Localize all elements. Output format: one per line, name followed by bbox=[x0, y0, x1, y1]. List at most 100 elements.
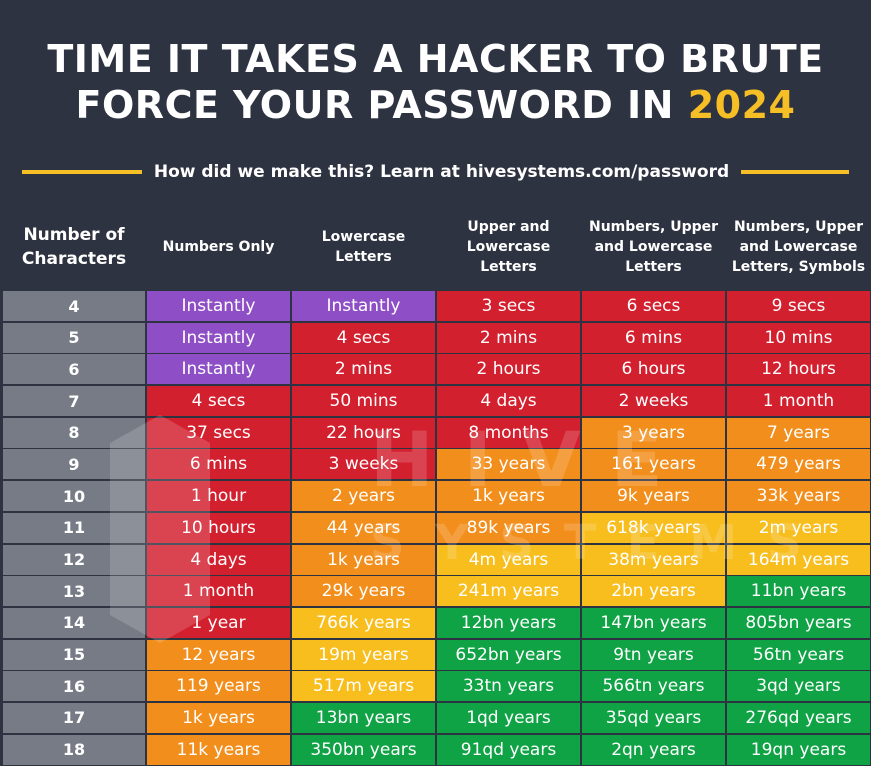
crack-time-cell: 3 years bbox=[582, 417, 725, 448]
character-count-cell: 5 bbox=[3, 322, 145, 353]
crack-time-cell: 1 hour bbox=[147, 481, 290, 512]
crack-time-cell: 9 secs bbox=[727, 291, 870, 321]
crack-time-cell: 1k years bbox=[292, 544, 435, 575]
subtitle-row: How did we make this? Learn at hivesyste… bbox=[0, 158, 871, 186]
character-count-cell: 8 bbox=[3, 417, 145, 448]
subtitle-link-text: How did we make this? Learn at hivesyste… bbox=[153, 162, 730, 182]
crack-time-cell: 33k years bbox=[727, 481, 870, 512]
header-numbers-upper-lower-symbols: Numbers, Upper and Lowercase Letters, Sy… bbox=[726, 205, 871, 289]
crack-time-cell: 10 hours bbox=[147, 512, 290, 543]
crack-time-cell: 2m years bbox=[727, 512, 870, 543]
crack-time-cell: 50 mins bbox=[292, 386, 435, 417]
crack-time-cell: 13bn years bbox=[292, 702, 435, 733]
character-count-cell: 13 bbox=[3, 576, 145, 607]
crack-time-cell: 12 years bbox=[147, 639, 290, 670]
crack-time-cell: 29k years bbox=[292, 576, 435, 607]
character-count-cell: 18 bbox=[3, 734, 145, 765]
crack-time-cell: 1k years bbox=[437, 481, 580, 512]
header-col5-line-1: Numbers, Upper bbox=[733, 219, 863, 235]
subtitle-rule-right bbox=[741, 170, 850, 174]
crack-time-cell: Instantly bbox=[147, 322, 290, 353]
character-count-cell: 6 bbox=[3, 354, 145, 385]
crack-time-cell: 618k years bbox=[582, 512, 725, 543]
crack-time-cell: 9tn years bbox=[582, 639, 725, 670]
table-row: 16 119 years 517m years 33tn years 566tn yea… bbox=[2, 671, 871, 703]
crack-time-cell: 6 mins bbox=[582, 322, 725, 353]
crack-time-cell: 56tn years bbox=[727, 639, 870, 670]
crack-time-cell: 4 secs bbox=[147, 386, 290, 417]
title-year: 2024 bbox=[687, 83, 796, 127]
crack-time-cell: Instantly bbox=[147, 354, 290, 385]
header-col3-line-2: Lowercase bbox=[466, 239, 551, 255]
crack-time-cell: 350bn years bbox=[292, 734, 435, 765]
crack-time-cell: 2 years bbox=[292, 481, 435, 512]
crack-time-cell: 6 hours bbox=[582, 354, 725, 385]
character-count-cell: 12 bbox=[3, 544, 145, 575]
crack-time-cell: 241m years bbox=[437, 576, 580, 607]
table-row: 17 1k years 13bn years 1qd years 35qd years 2… bbox=[2, 702, 871, 735]
table-header-row: Number of Characters Numbers Only Lowerc… bbox=[2, 205, 871, 289]
crack-time-cell: 566tn years bbox=[582, 671, 725, 702]
crack-time-cell: 10 mins bbox=[727, 322, 870, 353]
character-count-cell: 11 bbox=[3, 512, 145, 543]
table-row: 18 11k years 350bn years 91qd years 2qn year… bbox=[2, 734, 871, 766]
crack-time-cell: 11bn years bbox=[727, 576, 870, 607]
crack-time-cell: 652bn years bbox=[437, 639, 580, 670]
crack-time-cell: 161 years bbox=[582, 449, 725, 480]
crack-time-cell: 9k years bbox=[582, 481, 725, 512]
crack-time-cell: 1qd years bbox=[437, 702, 580, 733]
crack-time-cell: 35qd years bbox=[582, 702, 725, 733]
crack-time-cell: 7 years bbox=[727, 417, 870, 448]
crack-time-cell: 3 secs bbox=[437, 291, 580, 321]
header-first-line-1: Number of bbox=[23, 225, 125, 245]
character-count-cell: 10 bbox=[3, 481, 145, 512]
header-col5-line-2: and Lowercase bbox=[739, 239, 858, 255]
crack-time-cell: 1 month bbox=[727, 386, 870, 417]
crack-time-cell: 4 secs bbox=[292, 322, 435, 353]
header-col3-line-3: Letters bbox=[480, 259, 537, 275]
table-row: 12 4 days 1k years 4m years 38m years 164m ye… bbox=[2, 544, 871, 577]
table-row: 10 1 hour 2 years 1k years 9k years 33k years bbox=[2, 481, 871, 513]
crack-time-cell: 2qn years bbox=[582, 734, 725, 765]
character-count-cell: 7 bbox=[3, 386, 145, 417]
crack-time-cell: 517m years bbox=[292, 671, 435, 702]
crack-time-cell: Instantly bbox=[147, 291, 290, 321]
crack-time-cell: 19m years bbox=[292, 639, 435, 670]
header-col2-line-2: Letters bbox=[335, 249, 392, 265]
crack-time-cell: 8 months bbox=[437, 417, 580, 448]
table-row: 5 Instantly 4 secs 2 mins 6 mins 10 mins bbox=[2, 322, 871, 355]
header-col4-line-3: Letters bbox=[625, 259, 682, 275]
header-numbers-only: Numbers Only bbox=[146, 205, 291, 289]
crack-time-cell: 119 years bbox=[147, 671, 290, 702]
character-count-cell: 14 bbox=[3, 607, 145, 638]
header-number-of-characters: Number of Characters bbox=[2, 205, 146, 289]
brute-force-table: 4 Instantly Instantly 3 secs 6 secs 9 secs 5 In… bbox=[2, 291, 871, 766]
table-row: 14 1 year 766k years 12bn years 147bn years 8… bbox=[2, 607, 871, 640]
crack-time-cell: 2 mins bbox=[292, 354, 435, 385]
title-line-2-text: FORCE YOUR PASSWORD IN bbox=[75, 83, 688, 127]
header-upper-and-lowercase: Upper and Lowercase Letters bbox=[436, 205, 581, 289]
crack-time-cell: 22 hours bbox=[292, 417, 435, 448]
table-row: 15 12 years 19m years 652bn years 9tn years 5… bbox=[2, 639, 871, 672]
crack-time-cell: 33tn years bbox=[437, 671, 580, 702]
crack-time-cell: 91qd years bbox=[437, 734, 580, 765]
crack-time-cell: 6 secs bbox=[582, 291, 725, 321]
character-count-cell: 9 bbox=[3, 449, 145, 480]
crack-time-cell: 11k years bbox=[147, 734, 290, 765]
header-col3-line-1: Upper and bbox=[467, 219, 550, 235]
header-numbers-upper-lower: Numbers, Upper and Lowercase Letters bbox=[581, 205, 726, 289]
crack-time-cell: 19qn years bbox=[727, 734, 870, 765]
crack-time-cell: 38m years bbox=[582, 544, 725, 575]
crack-time-cell: 89k years bbox=[437, 512, 580, 543]
crack-time-cell: 2 weeks bbox=[582, 386, 725, 417]
table-row: 4 Instantly Instantly 3 secs 6 secs 9 secs bbox=[2, 291, 871, 323]
header-first-line-2: Characters bbox=[21, 249, 127, 269]
table-row: 11 10 hours 44 years 89k years 618k years 2m … bbox=[2, 512, 871, 545]
crack-time-cell: 4 days bbox=[437, 386, 580, 417]
crack-time-cell: 147bn years bbox=[582, 607, 725, 638]
crack-time-cell: 4 days bbox=[147, 544, 290, 575]
subtitle-rule-left bbox=[21, 170, 142, 174]
header-col2-line-1: Lowercase bbox=[321, 229, 406, 245]
